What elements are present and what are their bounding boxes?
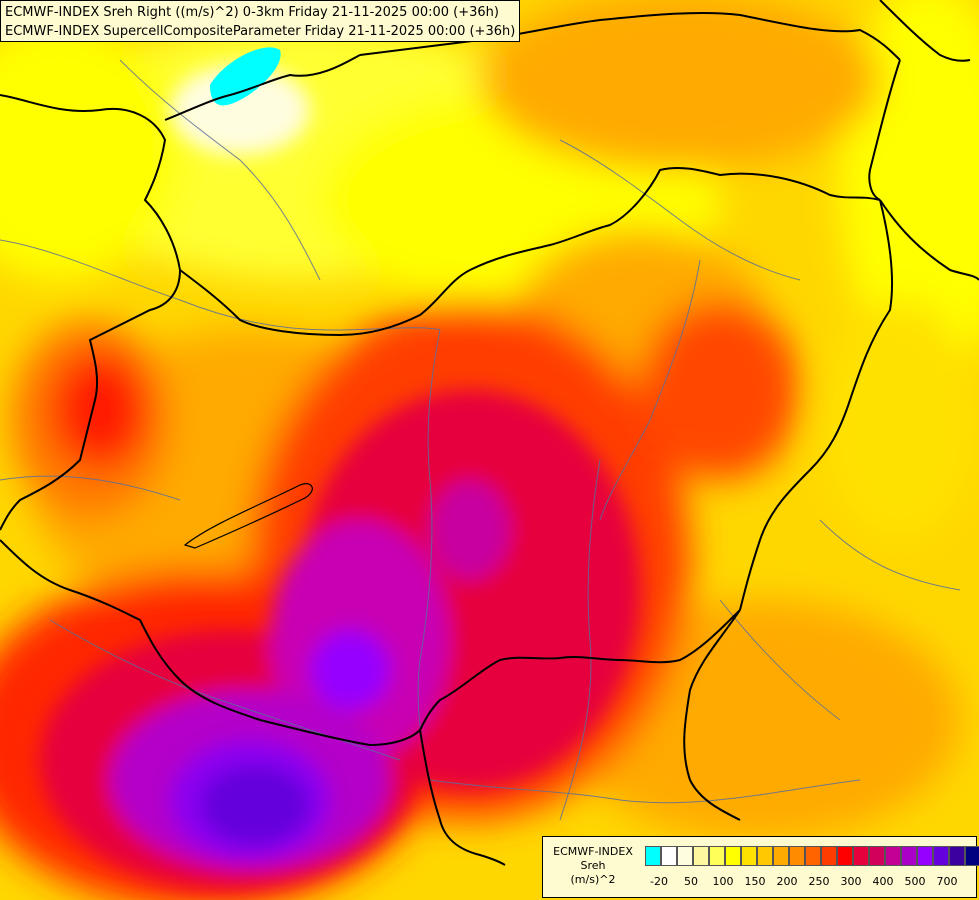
title-line-1: ECMWF-INDEX Sreh Right ((m/s)^2) 0-3km F… [5, 5, 499, 20]
legend-swatch [949, 846, 965, 866]
legend-swatch [725, 846, 741, 866]
legend-swatch [933, 846, 949, 866]
legend-title-parameter: Sreh [580, 859, 606, 872]
legend-swatch [869, 846, 885, 866]
legend-ticks: -20 50 100 150 200 250 300 400 500 700 [645, 875, 975, 891]
legend-tick-label: 150 [744, 875, 766, 888]
map-title-box: ECMWF-INDEX Sreh Right ((m/s)^2) 0-3km F… [0, 0, 520, 42]
legend-tick-label: -20 [650, 875, 668, 888]
legend-swatch [805, 846, 821, 866]
legend-tick-label: 700 [936, 875, 958, 888]
legend-swatch [965, 846, 979, 866]
legend-swatch [885, 846, 901, 866]
legend-swatch [917, 846, 933, 866]
legend-swatch [677, 846, 693, 866]
legend-swatch [693, 846, 709, 866]
legend-tick-label: 400 [872, 875, 894, 888]
legend-swatch [709, 846, 725, 866]
title-line-2: ECMWF-INDEX SupercellCompositeParameter … [5, 24, 516, 39]
legend-title-unit: (m/s)^2 [570, 873, 616, 886]
legend-swatch [645, 846, 661, 866]
legend-swatch [773, 846, 789, 866]
river-lines [0, 59, 961, 821]
legend-swatch [853, 846, 869, 866]
lake-outline [183, 483, 313, 549]
legend-swatch [901, 846, 917, 866]
legend-swatch [661, 846, 677, 866]
legend-swatch [789, 846, 805, 866]
legend-swatch [741, 846, 757, 866]
legend-tick-label: 500 [904, 875, 926, 888]
legend-swatch [757, 846, 773, 866]
legend-tick-label: 300 [840, 875, 862, 888]
legend-swatches [645, 846, 979, 866]
legend-tick-label: 200 [776, 875, 798, 888]
legend-title: ECMWF-INDEX Sreh (m/s)^2 [547, 845, 639, 887]
legend-swatch [837, 846, 853, 866]
low-value-patch [210, 47, 281, 106]
legend-tick-label: 50 [684, 875, 698, 888]
color-legend: ECMWF-INDEX Sreh (m/s)^2 -20 50 100 150 200 2… [542, 836, 979, 898]
legend-swatch [821, 846, 837, 866]
legend-title-model: ECMWF-INDEX [553, 845, 633, 858]
legend-tick-label: 250 [808, 875, 830, 888]
legend-tick-label: 100 [712, 875, 734, 888]
